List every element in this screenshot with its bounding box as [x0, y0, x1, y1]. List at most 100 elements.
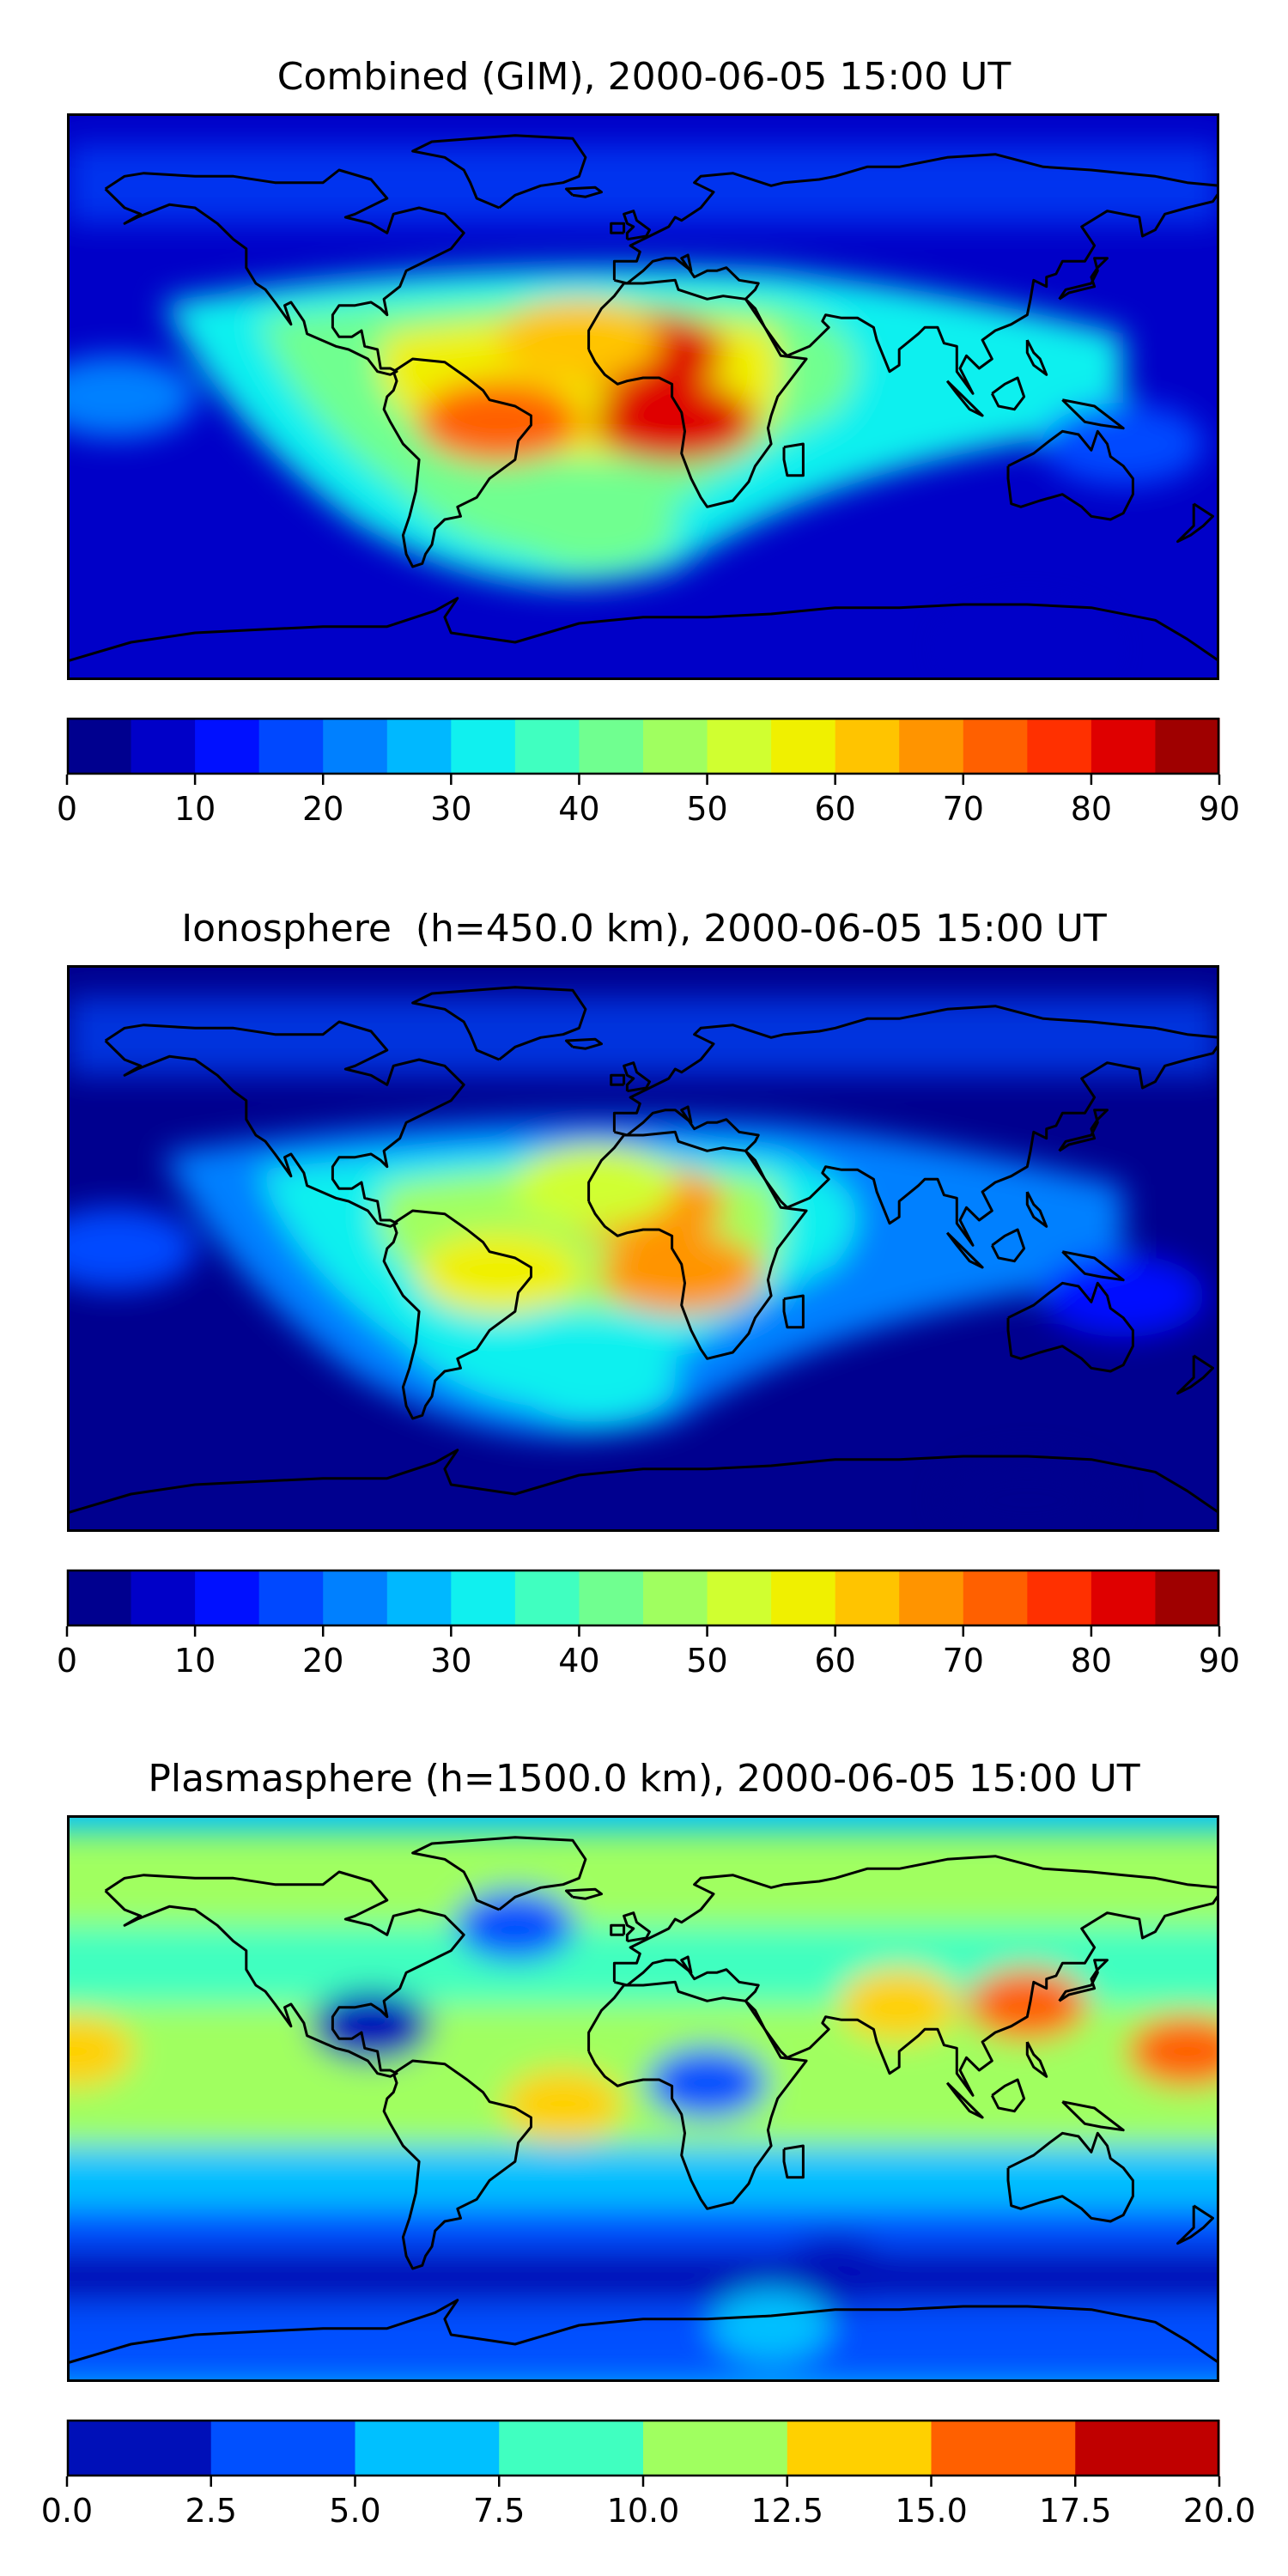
mid-atlantic-peak: [502, 2069, 623, 2142]
tropical-band: [198, 2046, 319, 2119]
coastline-newZealand: [1176, 2204, 1214, 2245]
colorbar-segment: [771, 718, 836, 775]
colorbar-tick-label: 20: [302, 790, 344, 828]
coastline-southAmerica: [382, 357, 532, 568]
coastline-sumatra: [945, 380, 984, 417]
colorbar-segment: [643, 2420, 788, 2476]
colorbar-segment: [579, 718, 644, 775]
colorbar-segment: [707, 718, 772, 775]
east-asia-peak: [967, 1968, 1088, 2040]
latitude-band-6: [67, 2303, 1219, 2382]
colorbar-segment: [386, 1570, 452, 1626]
coastline-madagascar: [782, 1294, 805, 1329]
south-atlantic-tongue: [513, 1340, 677, 1422]
pacific-east-background: [1042, 1255, 1206, 1337]
colorbar-segment: [67, 2420, 212, 2476]
chart-title-ionosphere: Ionosphere (h=450.0 km), 2000-06-05 15:0…: [181, 907, 1107, 951]
coastline-ireland: [610, 1923, 626, 1936]
colorbar-segment: [835, 718, 900, 775]
coastline-newZealand: [1176, 1354, 1214, 1395]
coastline-southAmerica: [382, 1209, 532, 1420]
coastline-newZealand: [1176, 502, 1214, 544]
south-atlantic-africa-peak: [593, 380, 757, 464]
coastline-newGuinea: [1061, 398, 1125, 430]
map-frame: [67, 113, 1219, 680]
colorbar-tick-label: 2.5: [185, 2492, 237, 2530]
coastline-japan: [1058, 1959, 1109, 2002]
coastline-australia: [1006, 1281, 1134, 1373]
colorbar-segment: [131, 1570, 196, 1626]
southern-band: [775, 2235, 896, 2308]
coastline-iceland: [565, 1887, 603, 1900]
coastline-japan: [1058, 257, 1109, 301]
colorbar-segment: [899, 718, 964, 775]
south-america-crest: [417, 1232, 581, 1315]
colorbar-segment: [195, 718, 260, 775]
colorbar-segment: [323, 1570, 388, 1626]
coastline-antarctica: [67, 1449, 1219, 1515]
colorbar-segment: [195, 1570, 260, 1626]
antarctic-patch: [711, 2289, 832, 2361]
coastline-greenland: [411, 134, 587, 210]
colorbar-tick-label: 60: [814, 790, 856, 828]
combined-tec-map: [67, 113, 1219, 680]
coastline-greenland: [411, 986, 587, 1061]
colorbar-tick-label: 20.0: [1182, 2492, 1256, 2530]
colorbar-tick-label: 40: [558, 790, 600, 828]
band-northern: [67, 996, 1219, 1076]
coastline-ireland: [610, 222, 626, 234]
colorbar-segment: [451, 1570, 516, 1626]
colorbar-segment: [514, 1570, 580, 1626]
colorbar-frame: [66, 1569, 1220, 1627]
band-northern: [67, 144, 1219, 224]
colorbar-tick-label: 0: [56, 790, 78, 828]
coastline-eurasia: [612, 1005, 1219, 1247]
coastline-borneo: [990, 1228, 1026, 1263]
coastline-britain: [623, 210, 651, 241]
colorbar-tick-label: 10: [173, 790, 216, 828]
south-atlantic-tongue: [513, 488, 677, 570]
colorbar-tick-label: 50: [686, 790, 728, 828]
colorbar-segment: [323, 718, 388, 775]
coastlines: [67, 1836, 1219, 2365]
colorbar-tick-label: 40: [558, 1642, 600, 1680]
coastline-madagascar: [782, 442, 805, 477]
pacific-west-background: [67, 355, 197, 438]
colorbar-frame: [66, 717, 1220, 775]
coastlines: [67, 986, 1219, 1515]
coastline-antarctica: [67, 597, 1219, 663]
pacific-east-background: [1042, 403, 1206, 485]
coastline-newGuinea: [1061, 2100, 1125, 2132]
coastline-ireland: [610, 1073, 626, 1086]
map-frame: [67, 965, 1219, 1532]
colorbar-tick-label: 80: [1070, 790, 1113, 828]
north-crest: [497, 299, 661, 381]
colorbar-segment: [1091, 718, 1157, 775]
colorbar-segment: [643, 1570, 708, 1626]
colorbar-segment: [258, 718, 324, 775]
colorbar-tick-label: 17.5: [1038, 2492, 1112, 2530]
colorbar-tick-label: 0.0: [40, 2492, 94, 2530]
colorbar-segment: [771, 1570, 836, 1626]
plasmasphere-tec-map: [67, 1815, 1219, 2382]
coastline-africa: [587, 1130, 808, 1360]
central-africa-low: [647, 2046, 768, 2119]
coastline-philippines: [1025, 339, 1048, 376]
latitude-band-4: [67, 2208, 1219, 2250]
colorbar-segment: [643, 718, 708, 775]
north-crest: [513, 1144, 677, 1227]
coastline-greenland: [411, 1836, 587, 1911]
colorbar-segment: [451, 718, 516, 775]
chart-title-plasmasphere: Plasmasphere (h=1500.0 km), 2000-06-05 1…: [148, 1757, 1140, 1801]
colorbar-tick-label: 0: [56, 1642, 78, 1680]
colorbar-segment: [1027, 1570, 1092, 1626]
colorbar-segment: [579, 1570, 644, 1626]
colorbar-tick-label: 10: [173, 1642, 216, 1680]
colorbar-segment: [514, 718, 580, 775]
coastline-philippines: [1025, 1191, 1048, 1228]
coastlines: [67, 134, 1219, 663]
colorbar-tick-label: 80: [1070, 1642, 1113, 1680]
coastline-madagascar: [782, 2144, 805, 2179]
coastline-iceland: [565, 185, 603, 198]
coastline-newGuinea: [1061, 1250, 1125, 1282]
